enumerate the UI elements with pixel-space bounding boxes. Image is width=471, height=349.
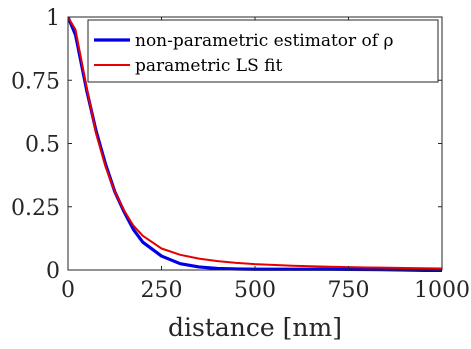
x-tick-label: 1000: [414, 278, 470, 303]
y-tick-label: 0: [46, 259, 60, 284]
x-tick-label: 500: [234, 278, 276, 303]
legend-label: parametric LS fit: [135, 56, 282, 76]
x-tick-label: 0: [61, 278, 75, 303]
legend-box: [87, 19, 439, 83]
y-tick-label: 1: [46, 6, 60, 31]
plot-area: 0 250 500 750 1000 0 0.25 0.5 0.75 1: [11, 6, 470, 303]
legend: non-parametric estimator of ρ parametric …: [87, 19, 439, 83]
y-tick-label: 0.75: [11, 69, 60, 94]
x-tick-label: 250: [141, 278, 183, 303]
y-tick-label: 0.25: [11, 196, 60, 221]
y-tick-label: 0.5: [25, 133, 60, 158]
series-line-parametric-fit: [68, 16, 442, 270]
x-axis-label: distance [nm]: [168, 313, 342, 342]
x-tick-label: 750: [328, 278, 370, 303]
legend-label: non-parametric estimator of ρ: [135, 31, 394, 51]
